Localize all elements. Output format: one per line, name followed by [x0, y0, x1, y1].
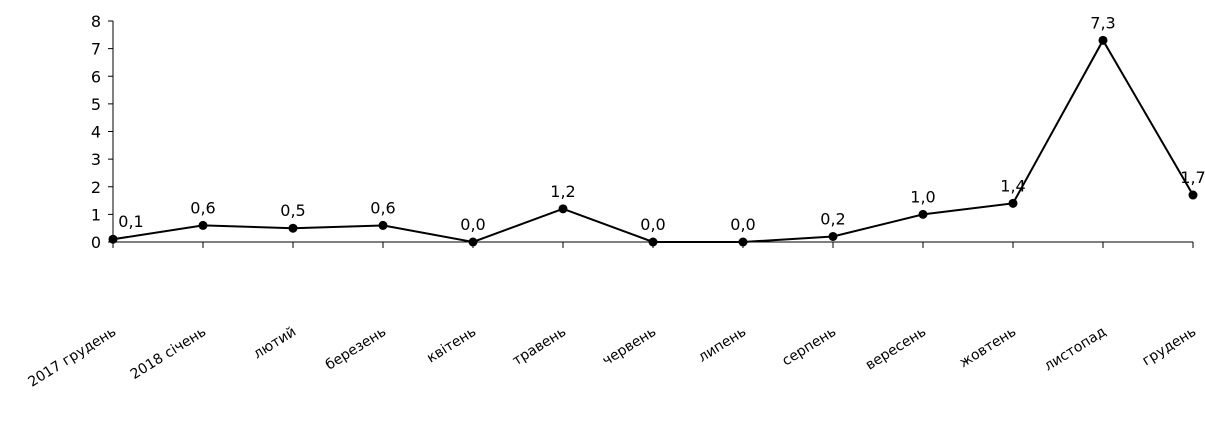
y-axis: 0 1 2 3 4 5 6 7 8	[91, 12, 114, 252]
x-tick-label: серпень	[779, 324, 839, 370]
data-point	[648, 237, 658, 247]
series-polyline	[112, 38, 1194, 244]
x-tick-label: жовтень	[957, 324, 1019, 371]
data-point	[738, 237, 748, 247]
data-label: 0,6	[370, 198, 395, 217]
data-point	[1188, 190, 1198, 200]
data-point	[288, 223, 298, 233]
category-labels: 2017 грудень 2018 січень лютий березень квіт…	[26, 324, 1200, 391]
x-tick-label: 2017 грудень	[26, 324, 120, 391]
x-tick-label: лютий	[251, 324, 299, 363]
data-label: 0,6	[190, 198, 215, 217]
x-tick-label: травень	[510, 324, 569, 369]
y-tick-label: 5	[91, 95, 101, 114]
data-label: 7,3	[1090, 13, 1115, 32]
data-label: 0,5	[280, 201, 305, 220]
y-tick-label: 1	[91, 205, 101, 224]
x-tick-label: грудень	[1140, 324, 1200, 369]
data-labels: 0,1 0,6 0,5 0,6 0,0 1,2 0,0 0,0 0,2 1,0 1,4 7,3 1,7	[118, 13, 1205, 234]
data-label: 1,2	[550, 182, 575, 201]
data-label: 1,7	[1180, 168, 1205, 187]
y-tick-label: 7	[91, 40, 101, 59]
x-tick-label: червень	[600, 324, 659, 369]
y-tick-label: 4	[91, 123, 101, 142]
data-label: 0,1	[118, 212, 143, 231]
series-line	[108, 35, 1198, 247]
data-point	[378, 220, 388, 230]
x-tick-label: квітень	[424, 324, 479, 367]
data-label: 0,0	[730, 215, 755, 234]
data-label: 0,2	[820, 209, 845, 228]
data-label: 1,4	[1000, 176, 1025, 195]
x-tick-label: вересень	[863, 324, 929, 374]
y-tick-label: 3	[91, 150, 101, 169]
data-label: 0,0	[460, 215, 485, 234]
x-tick-label: 2018 січень	[128, 324, 209, 383]
data-point	[1098, 35, 1108, 45]
data-point	[198, 220, 208, 230]
y-tick-label: 8	[91, 12, 101, 31]
data-point	[918, 209, 928, 219]
y-tick-label: 2	[91, 178, 101, 197]
data-point	[468, 237, 478, 247]
data-label: 0,0	[640, 215, 665, 234]
data-point	[828, 231, 838, 241]
data-label: 1,0	[910, 187, 935, 206]
data-point	[558, 204, 568, 214]
data-point	[1008, 198, 1018, 208]
x-tick-label: березень	[323, 324, 389, 374]
data-point	[108, 234, 118, 244]
y-tick-label: 0	[91, 233, 101, 252]
x-tick-label: листопад	[1041, 324, 1109, 375]
y-tick-label: 6	[91, 67, 101, 86]
x-tick-label: липень	[696, 324, 750, 366]
